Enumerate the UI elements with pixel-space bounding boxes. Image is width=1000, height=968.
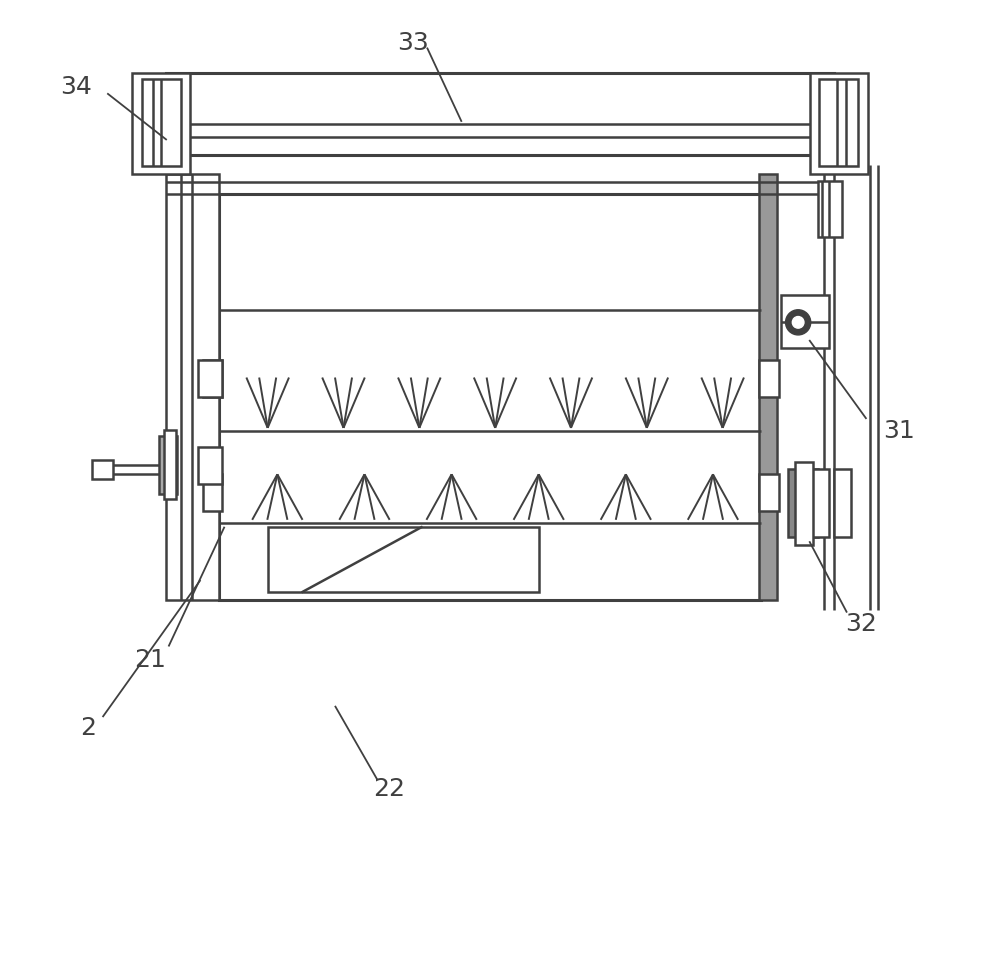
Text: 32: 32	[845, 613, 877, 636]
Bar	[268, 527, 539, 592]
Text: 33: 33	[397, 31, 429, 54]
Text: 34: 34	[60, 76, 92, 99]
Bar	[219, 194, 761, 600]
Bar	[818, 181, 842, 237]
Bar	[164, 430, 176, 499]
Bar	[810, 73, 868, 174]
Bar	[166, 174, 219, 600]
Circle shape	[792, 317, 804, 328]
Bar	[198, 447, 222, 484]
Bar	[834, 469, 851, 537]
Bar	[819, 79, 858, 166]
Circle shape	[786, 310, 811, 335]
Bar	[781, 295, 829, 348]
Text: 21: 21	[134, 649, 166, 672]
Bar	[812, 469, 829, 537]
Bar	[92, 460, 113, 479]
Bar	[159, 436, 177, 494]
Bar	[142, 79, 181, 166]
Bar	[203, 474, 222, 511]
Bar	[788, 469, 818, 537]
Bar	[198, 360, 222, 397]
Text: 2: 2	[81, 716, 97, 740]
Bar	[203, 360, 222, 397]
Bar	[795, 462, 813, 545]
Bar	[759, 474, 779, 511]
Text: 31: 31	[883, 419, 915, 442]
Bar	[166, 73, 834, 155]
Text: 22: 22	[373, 777, 405, 801]
Bar	[759, 360, 779, 397]
Bar	[759, 174, 777, 600]
Bar	[132, 73, 190, 174]
